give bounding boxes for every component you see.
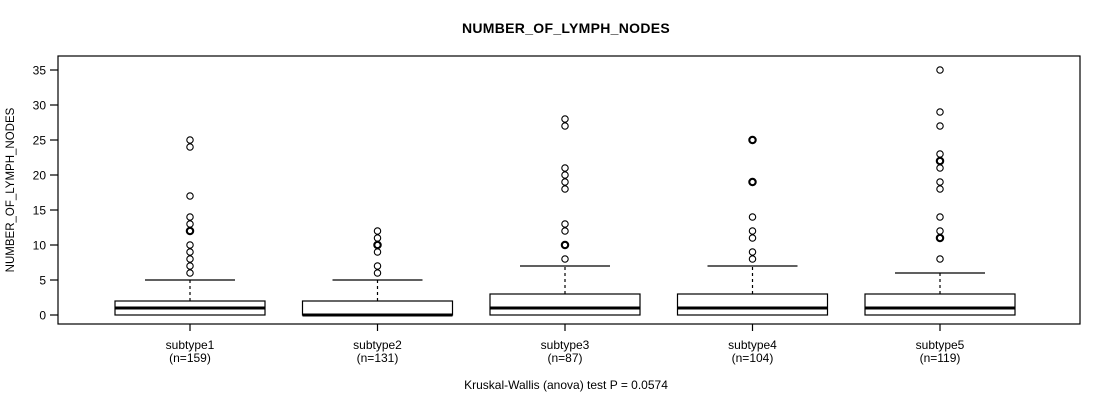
group-n-label: (n=119) [920, 351, 961, 365]
group-n-label: (n=131) [357, 351, 399, 365]
outlier-point [186, 262, 194, 270]
group-label: subtype5 [916, 338, 965, 352]
outlier-point [936, 66, 944, 74]
y-axis-label: NUMBER_OF_LYMPH_NODES [5, 107, 17, 272]
outlier-point [748, 213, 757, 221]
outlier-point [373, 248, 382, 256]
outlier-point [186, 248, 194, 256]
outlier-point [561, 255, 569, 263]
outlier-point [748, 227, 757, 235]
outlier-point [561, 227, 569, 235]
outlier-point [936, 227, 944, 235]
outlier-point [561, 185, 569, 193]
outlier-point [748, 234, 757, 242]
stat-test-annotation: Kruskal-Wallis (anova) test P = 0.0574 [464, 378, 668, 392]
outlier-point [561, 122, 569, 130]
iqr-box [676, 293, 829, 316]
boxplot-subtype5 [864, 66, 1016, 316]
outlier-point [373, 227, 382, 235]
group-n-label: (n=159) [169, 351, 211, 365]
group-label: subtype3 [541, 338, 590, 352]
y-axis-tick-label: 20 [33, 169, 47, 183]
outlier-point [936, 213, 944, 221]
outlier-point [936, 255, 944, 263]
outlier-point [748, 248, 757, 256]
outlier-point [748, 255, 757, 263]
y-axis-tick-label: 25 [33, 134, 47, 148]
outlier-point [373, 234, 382, 242]
outlier-point [186, 220, 194, 228]
group-n-label: (n=87) [547, 351, 582, 365]
outlier-point [561, 115, 569, 123]
y-axis-tick-label: 10 [33, 239, 47, 253]
y-axis-tick-label: 30 [33, 99, 47, 113]
group-label: subtype2 [353, 338, 402, 352]
y-axis-tick-label: 5 [39, 274, 46, 288]
outlier-point [561, 178, 569, 186]
y-axis-tick-label: 0 [39, 309, 46, 323]
outlier-point [561, 220, 569, 228]
outlier-point [936, 178, 944, 186]
x-axis: subtype1(n=159)subtype2(n=131)subtype3(n… [166, 324, 965, 365]
boxplot-subtype3 [489, 115, 641, 316]
outlier-point [186, 192, 194, 200]
outlier-point [748, 177, 757, 187]
outlier-point [373, 269, 382, 277]
chart-title: NUMBER_OF_LYMPH_NODES [462, 20, 670, 36]
y-axis-tick-label: 15 [33, 204, 47, 218]
outlier-point [186, 143, 194, 151]
boxplot-subtype1 [114, 136, 266, 316]
outlier-point [936, 150, 944, 158]
outlier-point [186, 241, 194, 249]
outlier-point [561, 164, 569, 172]
outlier-point [561, 171, 569, 179]
boxplot-subtype2 [301, 227, 454, 317]
y-axis-tick-label: 35 [33, 64, 47, 78]
outlier-point [373, 262, 382, 270]
outlier-point [748, 135, 757, 145]
boxplot-subtype4 [676, 135, 829, 316]
outlier-point [935, 233, 945, 243]
outlier-point [186, 136, 194, 144]
outlier-point [936, 122, 944, 130]
group-label: subtype4 [728, 338, 777, 352]
outlier-point [373, 240, 382, 250]
iqr-box [864, 293, 1016, 316]
outlier-point [936, 164, 944, 172]
iqr-box [301, 300, 454, 316]
outlier-point [186, 269, 194, 277]
group-n-label: (n=104) [732, 351, 774, 365]
iqr-box [489, 293, 641, 316]
y-axis: 0 5 10 15 20 25 30 35 [33, 64, 58, 323]
group-label: subtype1 [166, 338, 215, 352]
outlier-point [936, 108, 944, 116]
outlier-point [935, 156, 945, 166]
outlier-point [560, 240, 570, 250]
boxplot-groups [114, 66, 1016, 317]
outlier-point [186, 213, 194, 221]
outlier-point [185, 226, 195, 236]
outlier-point [936, 185, 944, 193]
outlier-point [186, 255, 194, 263]
plot-frame [57, 55, 1081, 325]
